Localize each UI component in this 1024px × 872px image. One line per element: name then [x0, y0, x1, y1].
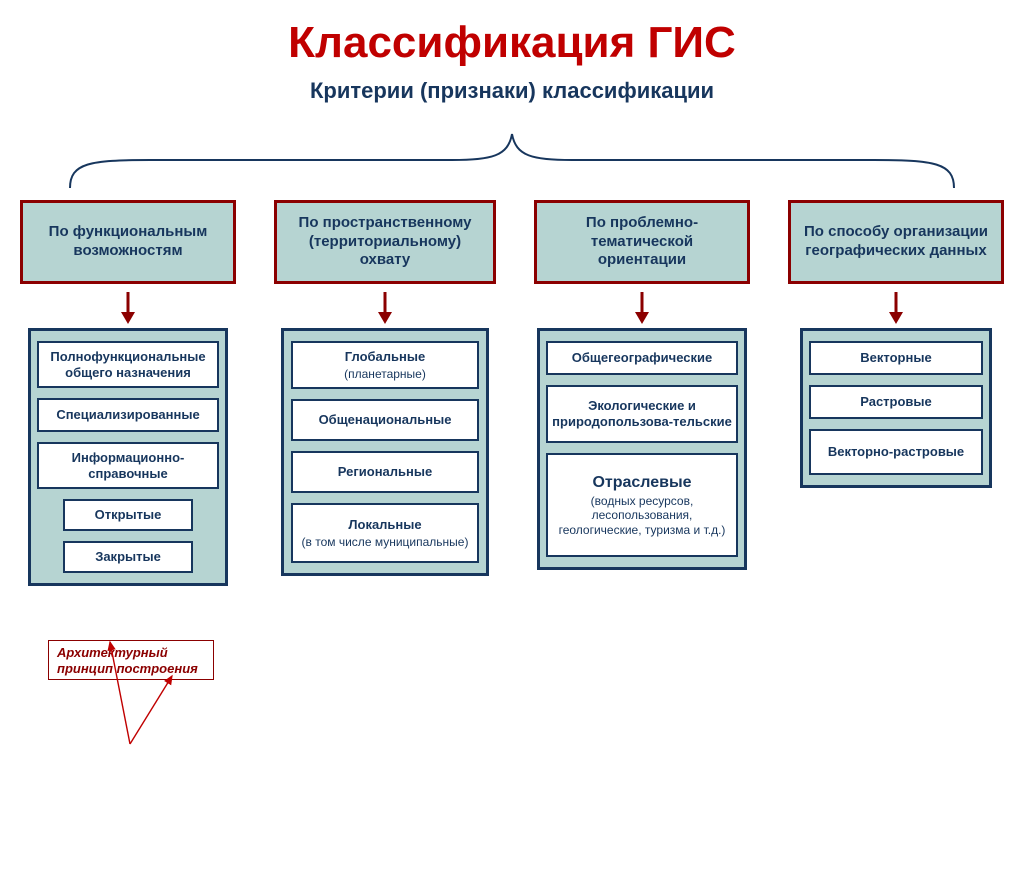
- classification-item: Общенациональные: [291, 399, 479, 441]
- classification-item: Открытые: [63, 499, 193, 531]
- items-container: Общегеографические Экологические и природ…: [537, 328, 747, 570]
- architecture-annotation: Архитектурный принцип построения: [48, 640, 214, 680]
- arrow-down-icon: [632, 290, 652, 324]
- classification-item: Отраслевые (водных ресурсов, лесопользова…: [546, 453, 738, 557]
- item-main-label: Векторные: [860, 350, 931, 366]
- item-main-label: Глобальные: [345, 349, 425, 365]
- item-main-label: Экологические и природопользова-тельские: [552, 398, 732, 429]
- items-container: Полнофункциональные общего назначения Спе…: [28, 328, 228, 586]
- classification-item: Векторные: [809, 341, 983, 375]
- column-2: По проблемно-тематической ориентации Обще…: [534, 200, 750, 586]
- item-main-label: Общегеографические: [572, 350, 712, 366]
- item-main-label: Закрытые: [95, 549, 161, 565]
- item-main-label: Информационно-справочные: [43, 450, 213, 481]
- item-main-label: Локальные: [348, 517, 421, 533]
- item-sub-label: (водных ресурсов, лесопользования, геоло…: [552, 494, 732, 537]
- item-main-label: Векторно-растровые: [828, 444, 964, 460]
- category-header: По проблемно-тематической ориентации: [534, 200, 750, 284]
- classification-item: Локальные (в том числе муниципальные): [291, 503, 479, 563]
- classification-item: Закрытые: [63, 541, 193, 573]
- classification-item: Региональные: [291, 451, 479, 493]
- classification-item: Полнофункциональные общего назначения: [37, 341, 219, 388]
- classification-item: Растровые: [809, 385, 983, 419]
- criteria-brace: [30, 128, 994, 198]
- classification-item: Информационно-справочные: [37, 442, 219, 489]
- classification-item: Общегеографические: [546, 341, 738, 375]
- item-main-label: Специализированные: [56, 407, 199, 423]
- annotation-line-2: принцип построения: [57, 661, 205, 677]
- item-main-label: Открытые: [95, 507, 162, 523]
- arrow-down-icon: [118, 290, 138, 324]
- item-sub-label: (планетарные): [344, 367, 426, 381]
- columns-container: По функциональным возможностям Полнофункц…: [20, 200, 1004, 586]
- arrow-down-icon: [886, 290, 906, 324]
- category-header: По способу организации географических да…: [788, 200, 1004, 284]
- category-header: По функциональным возможностям: [20, 200, 236, 284]
- item-main-label: Региональные: [338, 464, 432, 480]
- category-header: По пространственному (территориальному) …: [274, 200, 496, 284]
- annotation-line-1: Архитектурный: [57, 645, 205, 661]
- item-sub-label: (в том числе муниципальные): [302, 535, 469, 549]
- classification-item: Экологические и природопользова-тельские: [546, 385, 738, 443]
- items-container: Векторные Растровые Векторно-растровые: [800, 328, 992, 488]
- classification-item: Специализированные: [37, 398, 219, 432]
- column-1: По пространственному (территориальному) …: [274, 200, 496, 586]
- item-main-label: Общенациональные: [319, 412, 452, 428]
- items-container: Глобальные (планетарные) Общенациональные Р…: [281, 328, 489, 576]
- classification-item: Глобальные (планетарные): [291, 341, 479, 389]
- item-main-label: Отраслевые: [592, 473, 691, 492]
- column-0: По функциональным возможностям Полнофункц…: [20, 200, 236, 586]
- column-3: По способу организации географических да…: [788, 200, 1004, 586]
- diagram-subtitle: Критерии (признаки) классификации: [0, 78, 1024, 104]
- item-main-label: Растровые: [860, 394, 932, 410]
- diagram-title: Классификация ГИС: [0, 0, 1024, 68]
- classification-item: Векторно-растровые: [809, 429, 983, 475]
- item-main-label: Полнофункциональные общего назначения: [43, 349, 213, 380]
- arrow-down-icon: [375, 290, 395, 324]
